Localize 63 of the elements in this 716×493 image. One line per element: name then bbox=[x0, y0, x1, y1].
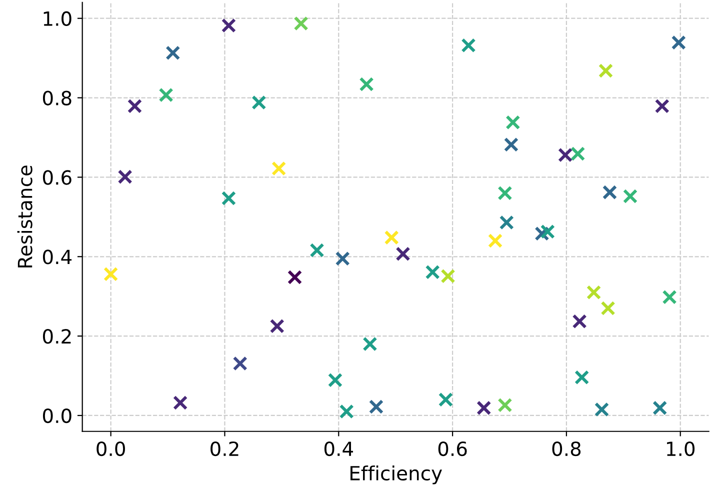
point bbox=[570, 146, 586, 162]
point bbox=[339, 404, 354, 419]
y-tick-label: 0.4 bbox=[42, 250, 72, 264]
point bbox=[598, 63, 614, 78]
x-tick-label: 0.8 bbox=[552, 441, 581, 456]
point bbox=[118, 169, 132, 184]
point bbox=[362, 336, 378, 352]
point bbox=[586, 285, 602, 300]
y-tick-label: 0.6 bbox=[42, 170, 72, 185]
point bbox=[572, 314, 587, 329]
point bbox=[270, 318, 284, 334]
x-tick-label: 1.0 bbox=[667, 441, 695, 456]
point bbox=[652, 400, 668, 416]
point bbox=[221, 190, 236, 206]
point bbox=[438, 392, 454, 407]
point bbox=[498, 398, 512, 413]
point bbox=[384, 230, 399, 245]
point bbox=[498, 186, 512, 200]
point bbox=[310, 242, 324, 258]
point bbox=[328, 372, 343, 388]
point bbox=[558, 148, 573, 162]
point bbox=[396, 246, 410, 262]
point bbox=[127, 98, 142, 114]
y-tick-label: 0.0 bbox=[42, 408, 72, 424]
y-tick-label: 0.2 bbox=[42, 329, 71, 344]
point bbox=[368, 399, 384, 414]
point bbox=[499, 215, 514, 230]
point bbox=[440, 268, 456, 284]
point bbox=[504, 137, 519, 152]
point bbox=[335, 251, 350, 266]
point bbox=[574, 370, 590, 385]
point bbox=[221, 18, 236, 33]
point bbox=[506, 115, 520, 130]
point bbox=[488, 233, 503, 248]
x-tick-label: 0.2 bbox=[210, 441, 238, 456]
y-axis-title: Resistance bbox=[17, 166, 32, 268]
point bbox=[461, 38, 476, 53]
point bbox=[594, 402, 610, 417]
point bbox=[425, 264, 440, 280]
x-tick-label: 0.4 bbox=[324, 441, 354, 456]
point bbox=[294, 16, 308, 31]
y-tick-label: 1.0 bbox=[44, 11, 72, 26]
point bbox=[271, 161, 286, 176]
point bbox=[622, 188, 638, 204]
point bbox=[540, 224, 555, 239]
point bbox=[476, 400, 492, 416]
point bbox=[103, 266, 118, 282]
point bbox=[166, 46, 180, 60]
point bbox=[600, 300, 616, 316]
point bbox=[158, 88, 174, 102]
point bbox=[602, 184, 618, 200]
x-axis-title: Efficiency bbox=[350, 465, 442, 484]
point bbox=[654, 98, 670, 114]
y-tick-label: 0.8 bbox=[42, 90, 72, 106]
point bbox=[662, 290, 677, 304]
point bbox=[172, 395, 188, 410]
point bbox=[359, 76, 374, 92]
point bbox=[232, 356, 248, 371]
x-tick-label: 0.6 bbox=[438, 441, 467, 456]
x-tick-label: 0.0 bbox=[96, 441, 125, 456]
point bbox=[671, 35, 686, 50]
point bbox=[287, 270, 302, 285]
point bbox=[252, 95, 266, 110]
